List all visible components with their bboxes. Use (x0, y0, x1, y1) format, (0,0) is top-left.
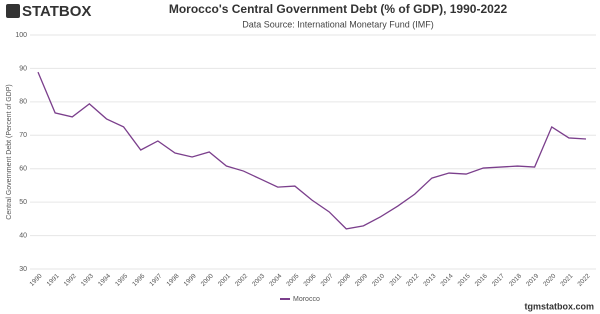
y-tick-label: 100 (15, 32, 27, 39)
x-tick-label: 2016 (474, 272, 489, 287)
x-tick-label: 1994 (97, 272, 112, 287)
x-tick-label: 1993 (80, 272, 95, 287)
x-tick-label: 2011 (388, 272, 403, 287)
x-tick-label: 2020 (542, 272, 557, 287)
logo: STATBOX (22, 3, 91, 20)
x-tick-label: 2014 (439, 272, 454, 287)
footer: tgmstatbox.com (524, 301, 594, 311)
x-tick-label: 1995 (114, 272, 129, 287)
x-tick-label: 2012 (405, 272, 420, 287)
x-tick-label: 1992 (63, 272, 78, 287)
y-tick-label: 50 (19, 199, 27, 206)
logo-icon (6, 4, 20, 18)
x-tick-label: 2005 (285, 272, 300, 287)
x-tick-label: 2000 (200, 272, 215, 287)
x-tick-label: 1999 (183, 272, 198, 287)
x-tick-label: 2019 (525, 272, 540, 287)
line (37, 71, 587, 230)
x-tick-label: 2017 (491, 272, 506, 287)
x-tick-label: 2003 (251, 272, 266, 287)
x-tick-label: 2022 (576, 272, 591, 287)
y-axis-label: Central Government Debt (Percent of GDP) (6, 84, 13, 219)
x-tick-label: 2010 (371, 272, 386, 287)
y-tick-label: 60 (19, 166, 27, 173)
y-tick-label: 40 (19, 232, 27, 239)
x-tick-label: 1997 (148, 272, 163, 287)
x-tick-label: 2021 (559, 272, 574, 287)
x-tick-label: 1991 (46, 272, 61, 287)
y-tick-label: 90 (19, 65, 27, 72)
x-tick-label: 1998 (165, 272, 180, 287)
x-tick-label: 1996 (131, 272, 146, 287)
x-tick-label: 2004 (268, 272, 283, 287)
x-tick-label: 2013 (422, 272, 437, 287)
y-tick-label: 30 (19, 266, 27, 273)
x-tick-label: 2006 (302, 272, 317, 287)
chart-subtitle: Data Source: International Monetary Fund… (242, 19, 434, 29)
x-tick-label: 2008 (337, 272, 352, 287)
x-tick-label: 2009 (354, 272, 369, 287)
x-tick-label: 2007 (320, 272, 335, 287)
y-tick-label: 80 (19, 99, 27, 106)
legend-label: Morocco (293, 296, 320, 303)
y-tick-label: 70 (19, 132, 27, 139)
chart-title: Morocco's Central Government Debt (% of … (169, 2, 508, 16)
x-tick-label: 2002 (234, 272, 249, 287)
x-tick-label: 1990 (28, 272, 43, 287)
x-tick-label: 2018 (508, 272, 523, 287)
x-tick-label: 2015 (457, 272, 472, 287)
x-tick-label: 2001 (217, 272, 232, 287)
